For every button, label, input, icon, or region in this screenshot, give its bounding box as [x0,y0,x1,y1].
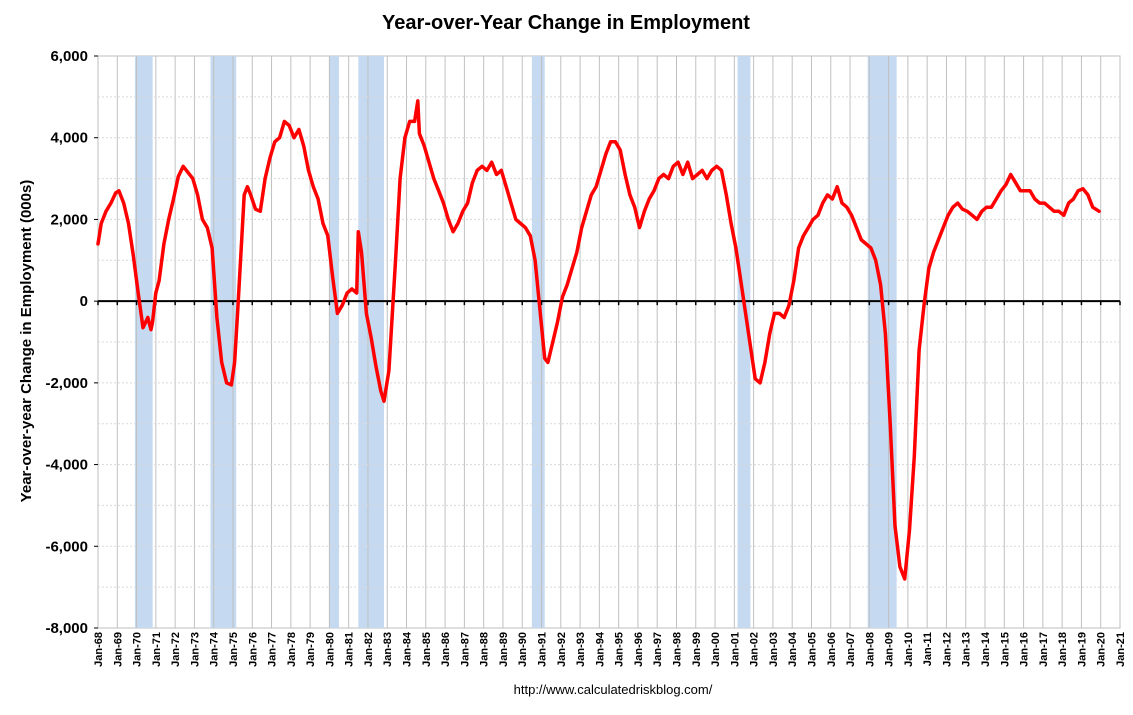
x-tick-label: Jan-04 [787,631,799,667]
x-tick-label: Jan-71 [151,632,163,667]
x-tick-label: Jan-77 [267,632,279,667]
x-tick-label: Jan-02 [749,632,761,667]
zero-line-group [97,300,1121,306]
x-axis-ticks: Jan-68 Jan-69 Jan-70 Jan-71 Jan-72 Jan-73 Jan-… [93,631,1127,667]
x-tick-label: Jan-72 [170,632,182,667]
x-tick-label: Jan-05 [806,632,818,667]
chart-title: Year-over-Year Change in Employment [382,12,750,34]
x-tick-label: Jan-74 [209,631,221,667]
x-tick-label: Jan-69 [112,632,124,667]
y-tick-label: -8,000 [45,620,88,637]
source-url: http://www.calculatedriskblog.com/ [514,682,713,697]
x-tick-label: Jan-81 [344,632,356,667]
x-tick-label: Jan-80 [324,632,336,667]
x-tick-label: Jan-73 [189,632,201,667]
x-tick-label: Jan-91 [537,632,549,667]
y-tick-label: 0 [80,293,88,310]
x-tick-label: Jan-21 [1115,632,1127,667]
x-tick-label: Jan-97 [652,632,664,667]
x-tick-label: Jan-03 [768,632,780,667]
x-tick-label: Jan-82 [363,632,375,667]
y-tick-label: -2,000 [45,375,88,392]
x-tick-label: Jan-11 [922,632,934,666]
x-tick-label: Jan-86 [440,632,452,667]
x-tick-label: Jan-76 [247,632,259,667]
x-tick-label: Jan-78 [286,632,298,667]
x-tick-label: Jan-68 [93,632,105,667]
x-tick-label: Jan-17 [1038,632,1050,667]
y-tick-label: 4,000 [50,130,88,147]
x-tick-label: Jan-79 [305,632,317,667]
x-tick-label: Jan-01 [729,632,741,667]
x-tick-label: Jan-20 [1096,632,1108,667]
x-tick-label: Jan-93 [575,632,587,667]
x-tick-label: Jan-95 [614,632,626,667]
x-tick-label: Jan-14 [980,631,992,667]
x-tick-label: Jan-10 [903,632,915,667]
plot-area [97,55,1121,629]
x-tick-label: Jan-98 [671,632,683,667]
x-tick-label: Jan-00 [710,632,722,667]
series-group [96,99,1101,581]
y-tick-label: -4,000 [45,457,88,474]
x-tick-label: Jan-16 [1019,632,1031,667]
x-tick-label: Jan-75 [228,632,240,667]
y-axis-ticks: 6,000 4,000 2,000 0 -2,000 -4,000 -6,000 -8,000 [45,48,98,637]
x-tick-label: Jan-70 [132,632,144,667]
x-tick-label: Jan-18 [1057,632,1069,667]
x-tick-label: Jan-06 [826,632,838,667]
x-tick-label: Jan-09 [884,632,896,667]
x-tick-label: Jan-15 [999,632,1011,667]
y-tick-label: 2,000 [50,211,88,228]
y-axis-label: Year-over-year Change in Employment (000… [18,180,35,503]
y-tick-label: -6,000 [45,538,88,555]
x-tick-label: Jan-90 [517,632,529,667]
x-tick-label: Jan-89 [498,632,510,667]
x-tick-label: Jan-94 [594,631,606,667]
x-tick-label: Jan-88 [479,632,491,667]
x-tick-label: Jan-83 [382,632,394,667]
x-tick-label: Jan-87 [459,632,471,667]
x-tick-label: Jan-07 [845,632,857,667]
x-tick-label: Jan-84 [402,631,414,667]
x-tick-label: Jan-12 [941,632,953,667]
plot-frame [97,55,1121,629]
x-tick-label: Jan-08 [864,632,876,667]
series-line [96,99,1101,581]
x-tick-label: Jan-19 [1076,632,1088,667]
x-tick-label: Jan-13 [961,632,973,667]
x-tick-label: Jan-85 [421,632,433,667]
x-tick-label: Jan-92 [556,632,568,667]
x-tick-label: Jan-96 [633,632,645,667]
x-tick-label: Jan-99 [691,632,703,667]
y-tick-label: 6,000 [50,48,88,65]
